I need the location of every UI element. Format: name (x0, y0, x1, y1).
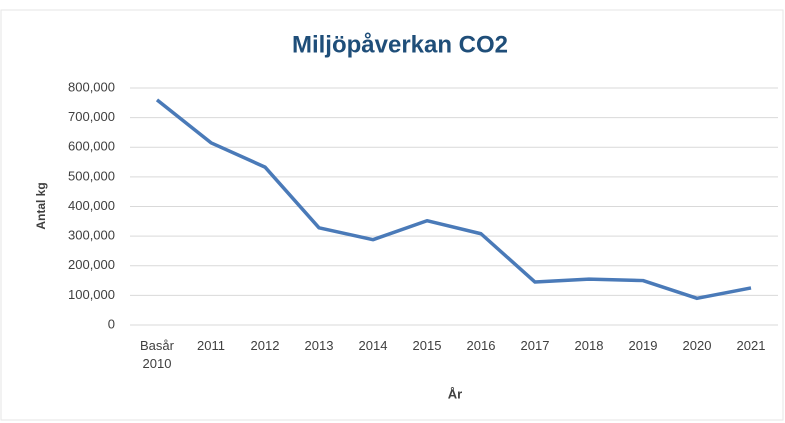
y-tick-label: 400,000 (68, 198, 115, 213)
y-tick-label: 300,000 (68, 228, 115, 243)
chart-title: Miljöpåverkan CO2 (292, 31, 508, 58)
y-tick-label: 0 (108, 316, 115, 331)
x-tick-label: 2020 (682, 338, 712, 353)
chart-border (0, 9, 784, 421)
x-tick-label: 2019 (628, 338, 658, 353)
x-tick-label: 2016 (466, 338, 496, 353)
x-tick-label: Basår 2010 (140, 338, 174, 371)
x-axis-label: År (448, 386, 462, 401)
x-tick-label: 2011 (197, 338, 225, 353)
y-tick-label: 600,000 (68, 139, 115, 154)
y-tick-label: 700,000 (68, 109, 115, 124)
x-tick-label: 2014 (358, 338, 388, 353)
x-tick-label: 2015 (412, 338, 442, 353)
x-tick-label: 2017 (520, 338, 550, 353)
x-tick-label: 2013 (304, 338, 334, 353)
y-tick-label: 200,000 (68, 257, 115, 272)
y-tick-label: 500,000 (68, 168, 115, 183)
y-axis-label: Antal kg (34, 182, 48, 229)
y-tick-label: 100,000 (68, 287, 115, 302)
line-series (155, 98, 752, 301)
x-tick-label: 2012 (250, 338, 280, 353)
x-tick-label: 2018 (574, 338, 604, 353)
x-tick-label: 2021 (736, 338, 766, 353)
y-tick-label: 800,000 (68, 79, 115, 94)
